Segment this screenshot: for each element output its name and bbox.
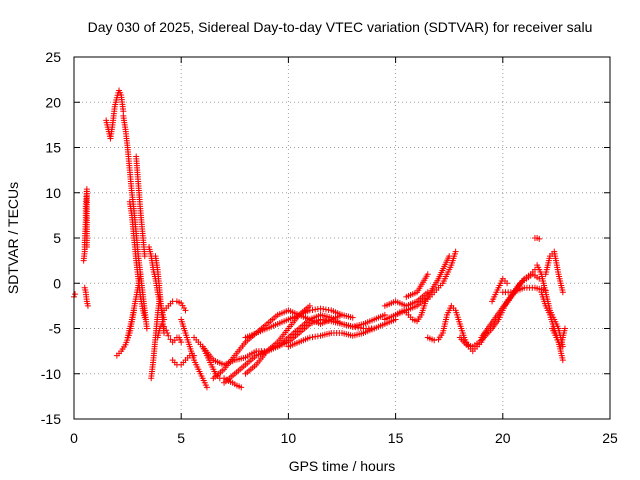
data-point <box>371 325 378 332</box>
x-tick-label: 25 <box>602 430 618 446</box>
series-w5 <box>242 302 313 377</box>
series-e2 <box>178 316 210 391</box>
series-h2 <box>534 262 566 350</box>
chart-title: Day 030 of 2025, Sidereal Day-to-day VTE… <box>88 19 593 35</box>
series-f3 <box>392 248 459 325</box>
series-g5 <box>499 284 549 296</box>
data-point <box>504 280 511 287</box>
x-tick-label: 20 <box>495 430 511 446</box>
data-marks <box>71 87 568 391</box>
series-e1 <box>169 352 198 368</box>
data-point <box>137 271 144 278</box>
y-tick-label: 20 <box>45 94 61 110</box>
data-point <box>431 337 438 344</box>
data-point <box>561 325 568 332</box>
series-g4 <box>489 275 511 305</box>
data-point <box>349 314 356 321</box>
data-point <box>559 357 566 364</box>
data-point <box>165 332 172 339</box>
data-point <box>164 330 171 337</box>
series-f2 <box>381 289 431 309</box>
data-point <box>306 302 313 309</box>
series-b3 <box>126 198 148 321</box>
y-tick-label: -5 <box>49 321 62 337</box>
axis-ticks <box>73 56 611 420</box>
data-point <box>452 248 459 255</box>
series-t0 <box>71 291 79 300</box>
x-tick-label: 5 <box>177 430 185 446</box>
data-point <box>203 384 210 391</box>
x-tick-label: 15 <box>388 430 404 446</box>
series-a1 <box>80 186 90 264</box>
y-tick-label: 25 <box>45 49 61 65</box>
data-point <box>446 253 453 260</box>
series-lowB <box>124 271 144 341</box>
y-tick-label: 15 <box>45 140 61 156</box>
series-h1 <box>531 235 543 242</box>
data-point <box>83 244 90 251</box>
y-tick-label: 0 <box>53 275 61 291</box>
series-f1 <box>381 253 453 323</box>
data-point <box>161 323 168 330</box>
data-point <box>238 384 245 391</box>
series-d4 <box>154 320 185 346</box>
data-point <box>339 311 345 318</box>
data-point <box>559 289 566 296</box>
x-tick-label: 0 <box>70 430 78 446</box>
series-rise <box>103 87 127 142</box>
series-b2 <box>133 153 148 260</box>
data-point <box>141 314 148 321</box>
data-point <box>424 289 431 296</box>
grid-lines <box>74 57 610 419</box>
data-point <box>141 253 148 260</box>
y-tick-label: 10 <box>45 185 61 201</box>
data-point <box>84 302 91 309</box>
data-point <box>182 307 189 314</box>
data-point <box>143 325 150 332</box>
y-tick-label: -15 <box>41 411 61 427</box>
series-g3 <box>478 271 543 341</box>
x-axis-label: GPS time / hours <box>289 458 396 474</box>
series-h3 <box>542 248 566 296</box>
data-point <box>536 235 543 242</box>
data-point <box>424 271 431 278</box>
y-tick-labels: -15 -10 -5 0 5 10 15 20 25 <box>41 49 61 427</box>
x-tick-label: 10 <box>281 430 297 446</box>
y-axis-label: SDTVAR / TECUs <box>5 182 21 294</box>
series-d5 <box>161 298 189 314</box>
series-h5 <box>549 325 568 350</box>
y-tick-label: -10 <box>41 366 61 382</box>
series-w6 <box>285 325 378 350</box>
x-tick-labels: 0 5 10 15 20 25 <box>70 430 618 446</box>
data-point <box>72 291 79 298</box>
data-point <box>178 339 185 346</box>
series-f4 <box>403 271 431 300</box>
data-point <box>163 327 170 334</box>
series-a2 <box>81 284 91 309</box>
y-tick-label: 5 <box>53 230 61 246</box>
